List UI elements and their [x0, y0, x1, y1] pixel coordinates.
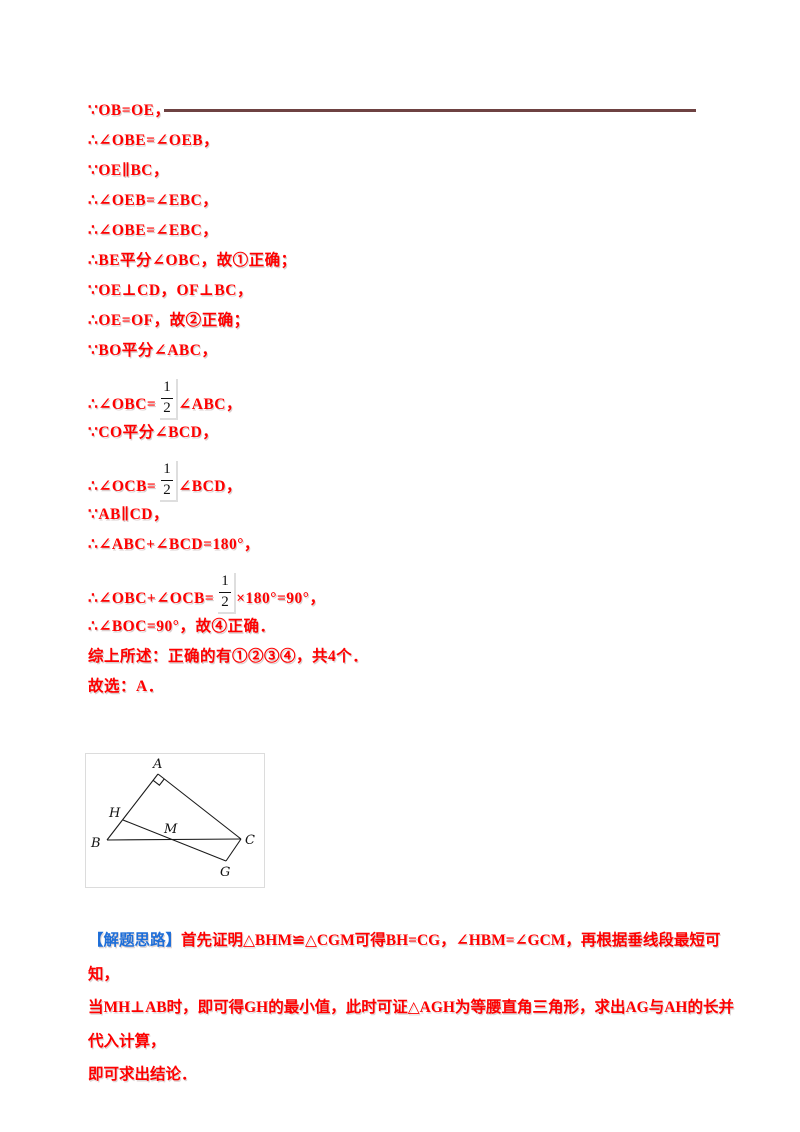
- fraction-numerator: 1: [221, 573, 230, 589]
- proof-text: ∴∠OEB=∠EBC，: [88, 192, 219, 209]
- proof-text: 综上所述：正确的有①②③④，共4个．: [88, 648, 369, 665]
- fraction-numerator: 1: [163, 379, 172, 395]
- horizontal-rule: [164, 109, 696, 112]
- proof-text: ∵AB∥CD，: [88, 506, 169, 523]
- math-text-after: ∠BCD，: [178, 478, 242, 495]
- analysis-line-1: 【解题思路】首先证明△BHM≌△CGM可得BH=CG，∠HBM=∠GCM，再根据…: [88, 924, 738, 991]
- proof-text: ∵OE⊥CD，OF⊥BC，: [88, 282, 253, 299]
- math-text-after: ∠ABC，: [178, 396, 242, 413]
- proof-line-11: ∵CO平分∠BCD，: [88, 418, 748, 448]
- point-label-B: B: [90, 836, 101, 851]
- answer-line: 故选：A．: [88, 672, 748, 702]
- point-label-A: A: [152, 757, 162, 772]
- proof-line-10: ∴∠OBC= 1 2 ∠ABC，: [88, 366, 748, 418]
- fraction-denominator: 2: [161, 397, 174, 419]
- proof-line-12: ∴∠OCB= 1 2 ∠BCD，: [88, 448, 748, 500]
- proof-text: 故选：A．: [88, 678, 164, 695]
- math-text-before: ∴∠OCB=: [88, 478, 157, 495]
- geometry-figure: A B C H M G: [85, 753, 265, 888]
- analysis-paragraph: 【解题思路】首先证明△BHM≌△CGM可得BH=CG，∠HBM=∠GCM，再根据…: [88, 924, 738, 1092]
- point-label-H: H: [108, 806, 121, 821]
- proof-text: ∴∠OBE=∠OEB，: [88, 132, 220, 149]
- segment-CG: [225, 838, 242, 862]
- proof-line-7: ∵OE⊥CD，OF⊥BC，: [88, 276, 748, 306]
- analysis-line-3: 即可求出结论．: [88, 1066, 197, 1083]
- proof-text: ∵BO平分∠ABC，: [88, 342, 218, 359]
- fraction-denominator: 2: [161, 479, 174, 501]
- point-label-M: M: [163, 822, 178, 837]
- math-text-after: ×180°=90°，: [236, 590, 326, 607]
- proof-text: ∴∠BOC=90°，故④正确．: [88, 618, 276, 635]
- gray-band: [180, 386, 696, 390]
- proof-text: ∴∠OBE=∠EBC，: [88, 222, 219, 239]
- proof-section: ∵OB=OE， ∴∠OBE=∠OEB， ∵OE∥BC， ∴∠OEB=∠EBC， ∴∠OB…: [88, 96, 748, 702]
- proof-line-6: ∴BE平分∠OBC，故①正确；: [88, 246, 748, 276]
- proof-text: ∴OE=OF，故②正确；: [88, 312, 250, 329]
- right-angle-mark: [152, 778, 165, 786]
- proof-line-1: ∵OB=OE，: [88, 96, 748, 126]
- proof-line-3: ∵OE∥BC，: [88, 156, 748, 186]
- point-label-G: G: [220, 865, 230, 880]
- analysis-text: 首先证明△BHM≌△CGM可得BH=CG，∠HBM=∠GCM，再根据垂线段最短可…: [88, 932, 721, 983]
- segment-BC: [106, 838, 242, 841]
- proof-line-8: ∴OE=OF，故②正确；: [88, 306, 748, 336]
- proof-line-13: ∵AB∥CD，: [88, 500, 748, 530]
- analysis-label: 【解题思路】: [88, 932, 182, 949]
- proof-conclusion: 综上所述：正确的有①②③④，共4个．: [88, 642, 748, 672]
- proof-line-14: ∴∠ABC+∠BCD=180°，: [88, 530, 748, 560]
- proof-text: ∴∠ABC+∠BCD=180°，: [88, 536, 260, 553]
- proof-line-9: ∵BO平分∠ABC，: [88, 336, 748, 366]
- analysis-line-2: 当MH⊥AB时，即可得GH的最小值，此时可证△AGH为等腰直角三角形，求出AG与…: [88, 999, 734, 1050]
- proof-line-2: ∴∠OBE=∠OEB，: [88, 126, 748, 156]
- proof-text: ∵CO平分∠BCD，: [88, 424, 219, 441]
- proof-line-15: ∴∠OBC+∠OCB= 1 2 ×180°=90°，: [88, 560, 748, 612]
- proof-line-4: ∴∠OEB=∠EBC，: [88, 186, 748, 216]
- proof-text: ∵OE∥BC，: [88, 162, 169, 179]
- fraction-numerator: 1: [163, 461, 172, 477]
- math-text-before: ∴∠OBC+∠OCB=: [88, 590, 215, 607]
- segment-AC: [157, 773, 242, 840]
- segment-HG: [122, 819, 227, 862]
- point-label-C: C: [245, 833, 255, 848]
- triangle-diagram: A B C H M G: [90, 757, 255, 880]
- proof-line-5: ∴∠OBE=∠EBC，: [88, 216, 748, 246]
- math-text-before: ∴∠OBC=: [88, 396, 157, 413]
- fraction-denominator: 2: [219, 591, 232, 613]
- proof-line-16: ∴∠BOC=90°，故④正确．: [88, 612, 748, 642]
- proof-text: ∵OB=OE，: [88, 102, 171, 119]
- segment-AB: [106, 773, 159, 841]
- proof-text: ∴BE平分∠OBC，故①正确；: [88, 252, 297, 269]
